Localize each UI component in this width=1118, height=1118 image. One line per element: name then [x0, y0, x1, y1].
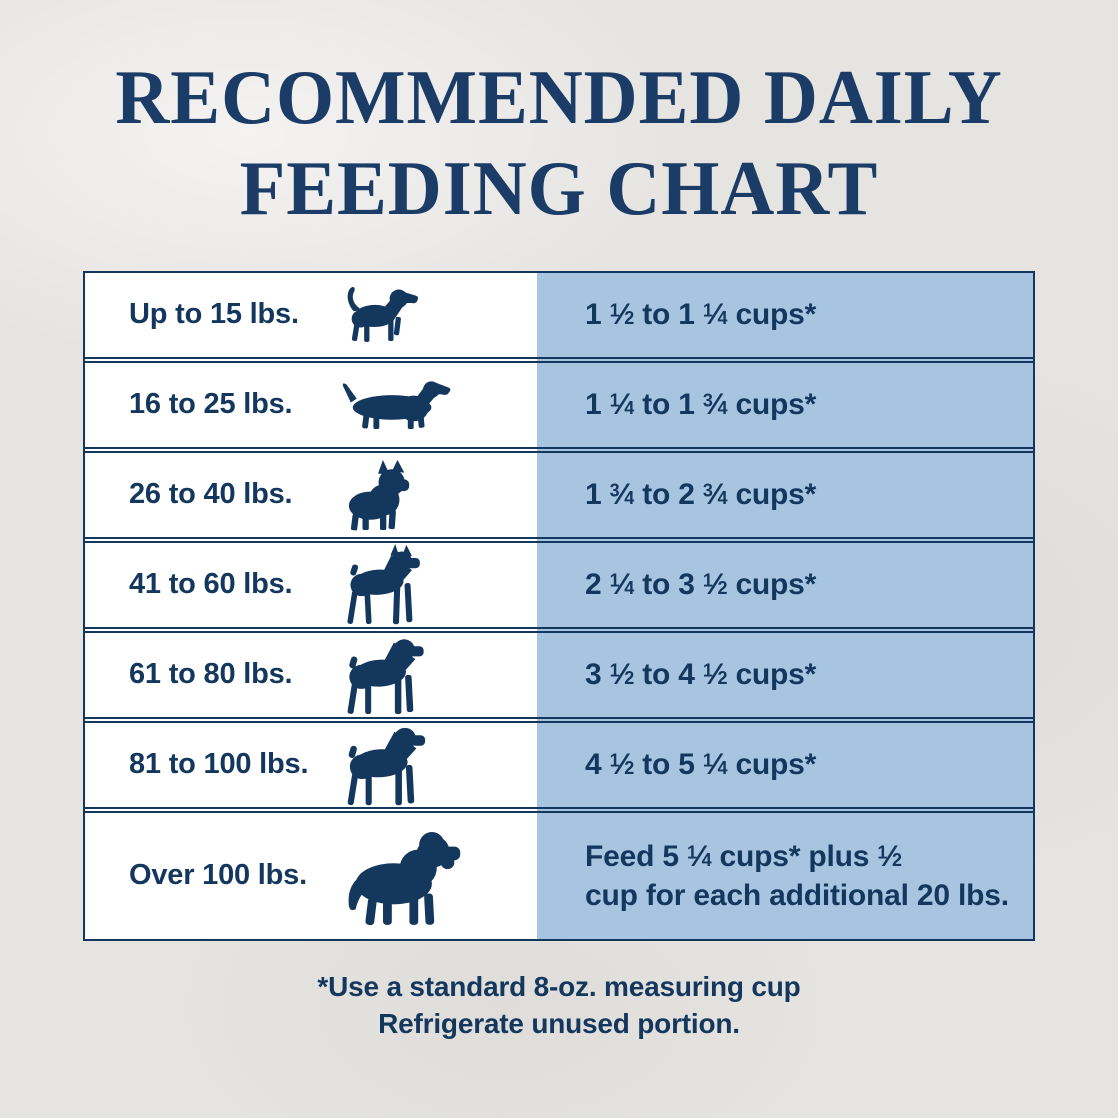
row-divider — [85, 446, 1033, 453]
amount-text: Feed 5 1⁄4 cups* plus 1⁄2 cup for each ad… — [585, 839, 1009, 912]
amount-cell: 2 1⁄4 to 3 1⁄2 cups* — [537, 542, 1033, 627]
weight-cell: 81 to 100 lbs. — [85, 722, 537, 807]
chart-title-line-2: FEEDING CHART — [239, 144, 879, 231]
dachshund-dog-icon — [341, 377, 451, 432]
table-row: 26 to 40 lbs. — [85, 452, 1033, 537]
row-divider — [85, 536, 1033, 543]
footnote-line-1: *Use a standard 8-oz. measuring cup — [317, 970, 801, 1002]
footnote: *Use a standard 8-oz. measuring cup Refr… — [0, 969, 1118, 1043]
table-row: 81 to 100 lbs. — [85, 722, 1033, 807]
table-row: 16 to 25 lbs. — [85, 362, 1033, 447]
weight-cell: 26 to 40 lbs. — [85, 452, 537, 537]
row-divider — [85, 716, 1033, 723]
table-row: 41 to 60 lbs. — [85, 542, 1033, 627]
weight-cell: 16 to 25 lbs. — [85, 362, 537, 447]
weight-cell: Up to 15 lbs. — [85, 272, 537, 357]
table-row: Up to 15 lbs. — [85, 272, 1033, 357]
row-divider — [85, 626, 1033, 633]
amount-cell: 1 1⁄2 to 1 1⁄4 cups* — [537, 272, 1033, 357]
amount-cell: 1 3⁄4 to 2 3⁄4 cups* — [537, 452, 1033, 537]
amount-text: 4 1⁄2 to 5 1⁄4 cups* — [585, 748, 817, 782]
weight-label: 41 to 60 lbs. — [129, 568, 293, 601]
weight-cell: 61 to 80 lbs. — [85, 632, 537, 717]
weight-cell: 41 to 60 lbs. — [85, 542, 537, 627]
row-divider — [85, 356, 1033, 363]
weight-cell: Over 100 lbs. — [85, 812, 537, 939]
beagle-dog-icon — [341, 284, 419, 346]
weight-label: 26 to 40 lbs. — [129, 478, 293, 511]
amount-cell: Feed 5 1⁄4 cups* plus 1⁄2 cup for each ad… — [537, 812, 1033, 939]
table-row: Over 100 lbs. — [85, 812, 1033, 939]
amount-text: 1 3⁄4 to 2 3⁄4 cups* — [585, 478, 817, 512]
chart-title-line-1: RECOMMENDED DAILY — [115, 54, 1003, 140]
large-dog-icon — [341, 723, 434, 807]
feeding-table: Up to 15 lbs. — [83, 270, 1035, 941]
footnote-line-2: Refrigerate unused portion. — [378, 1007, 740, 1039]
amount-cell: 1 1⁄4 to 1 3⁄4 cups* — [537, 362, 1033, 447]
rottweiler-dog-icon — [341, 634, 432, 716]
amount-text: 1 1⁄4 to 1 3⁄4 cups* — [585, 388, 817, 422]
boxer-dog-icon — [341, 543, 427, 626]
weight-label: 16 to 25 lbs. — [129, 388, 293, 421]
table-row: 61 to 80 lbs. — [85, 632, 1033, 717]
row-divider — [85, 806, 1033, 813]
amount-text: 2 1⁄4 to 3 1⁄2 cups* — [585, 568, 817, 602]
amount-text: 3 1⁄2 to 4 1⁄2 cups* — [585, 658, 817, 692]
amount-cell: 4 1⁄2 to 5 1⁄4 cups* — [537, 722, 1033, 807]
amount-cell: 3 1⁄2 to 4 1⁄2 cups* — [537, 632, 1033, 717]
saint-bernard-dog-icon — [341, 825, 470, 927]
chart-title: RECOMMENDED DAILY FEEDING CHART — [17, 0, 1101, 234]
french-bulldog-icon — [341, 459, 419, 531]
weight-label: 61 to 80 lbs. — [129, 658, 293, 691]
weight-label: 81 to 100 lbs. — [129, 748, 309, 781]
amount-text: 1 1⁄2 to 1 1⁄4 cups* — [585, 298, 817, 332]
weight-label: Up to 15 lbs. — [129, 298, 299, 331]
weight-label: Over 100 lbs. — [129, 859, 307, 892]
